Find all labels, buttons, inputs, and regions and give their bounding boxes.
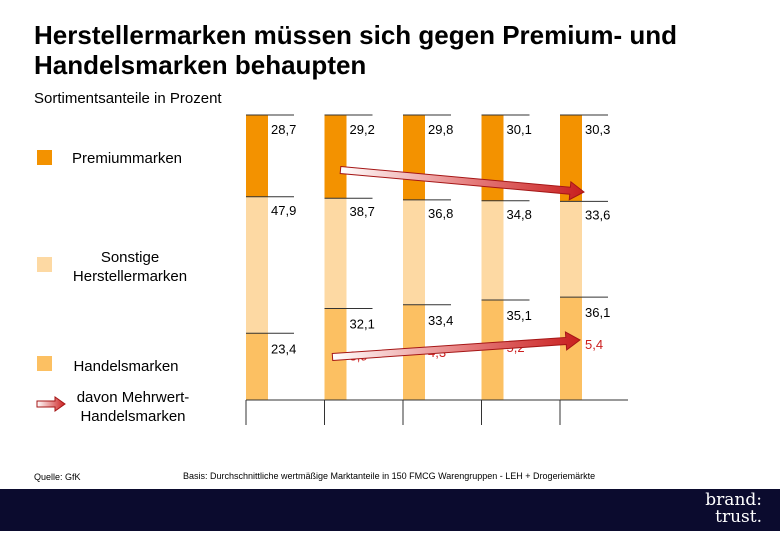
value-label-2-2: 33,4 <box>428 313 453 328</box>
mehrwert-label-4: 5,4 <box>585 337 603 352</box>
legend-swatch-premium <box>37 150 52 165</box>
chart-subtitle: Sortimentsanteile in Prozent <box>34 90 222 107</box>
value-label-0-0: 28,7 <box>271 122 296 137</box>
bar-sonstige-1 <box>324 198 347 309</box>
bar-sonstige-0 <box>246 196 268 334</box>
legend-label-premium: Premiummarken <box>71 150 183 167</box>
value-label-0-2: 29,8 <box>428 122 453 137</box>
value-label-1-4: 33,6 <box>585 207 610 222</box>
value-label-2-3: 35,1 <box>507 308 532 323</box>
bar-sonstige-3 <box>481 200 504 300</box>
bar-sonstige-2 <box>403 199 425 305</box>
legend-arrow-icon <box>36 396 66 412</box>
value-label-0-1: 29,2 <box>350 122 375 137</box>
legend-swatch-sonstige <box>37 257 52 272</box>
value-label-2-1: 32,1 <box>350 317 375 332</box>
legend-label-handel: Handelsmarken <box>73 358 179 375</box>
footer-band: brand: trust. <box>0 489 780 531</box>
source-note: Quelle: GfK <box>34 472 81 482</box>
value-label-1-2: 36,8 <box>428 206 453 221</box>
value-label-2-0: 23,4 <box>271 341 296 356</box>
bar-premium-0 <box>246 115 268 197</box>
logo-line-1: brand: <box>705 490 762 510</box>
bar-premium-4 <box>560 115 582 202</box>
value-label-1-3: 34,8 <box>507 207 532 222</box>
bar-handelsmarken-4 <box>560 297 582 400</box>
basis-note: Basis: Durchschnittliche wertmäßige Mark… <box>183 471 596 481</box>
bar-premium-2 <box>403 115 425 200</box>
brand-logo: brand: trust. <box>705 492 762 526</box>
legend-label-sonstige: Sonstige Herstellermarken <box>72 249 188 285</box>
page-title: Herstellermarken müssen sich gegen Premi… <box>34 20 677 80</box>
bar-handelsmarken-0 <box>246 333 268 400</box>
bar-sonstige-4 <box>560 201 582 298</box>
stacked-bar-chart: 28,747,923,429,238,732,13,929,836,833,44… <box>245 114 628 425</box>
logo-line-2: trust. <box>715 507 762 527</box>
value-label-0-4: 30,3 <box>585 122 610 137</box>
trend-arrow-premium <box>339 165 585 201</box>
bar-premium-1 <box>324 115 347 199</box>
legend-swatch-handel <box>37 356 52 371</box>
value-label-1-1: 38,7 <box>350 204 375 219</box>
value-label-1-0: 47,9 <box>271 203 296 218</box>
trend-arrow-handelsmarken <box>331 331 581 362</box>
value-label-0-3: 30,1 <box>507 122 532 137</box>
value-label-2-4: 36,1 <box>585 305 610 320</box>
legend-label-mehrwert: davon Mehrwert-Handelsmarken <box>76 389 190 425</box>
